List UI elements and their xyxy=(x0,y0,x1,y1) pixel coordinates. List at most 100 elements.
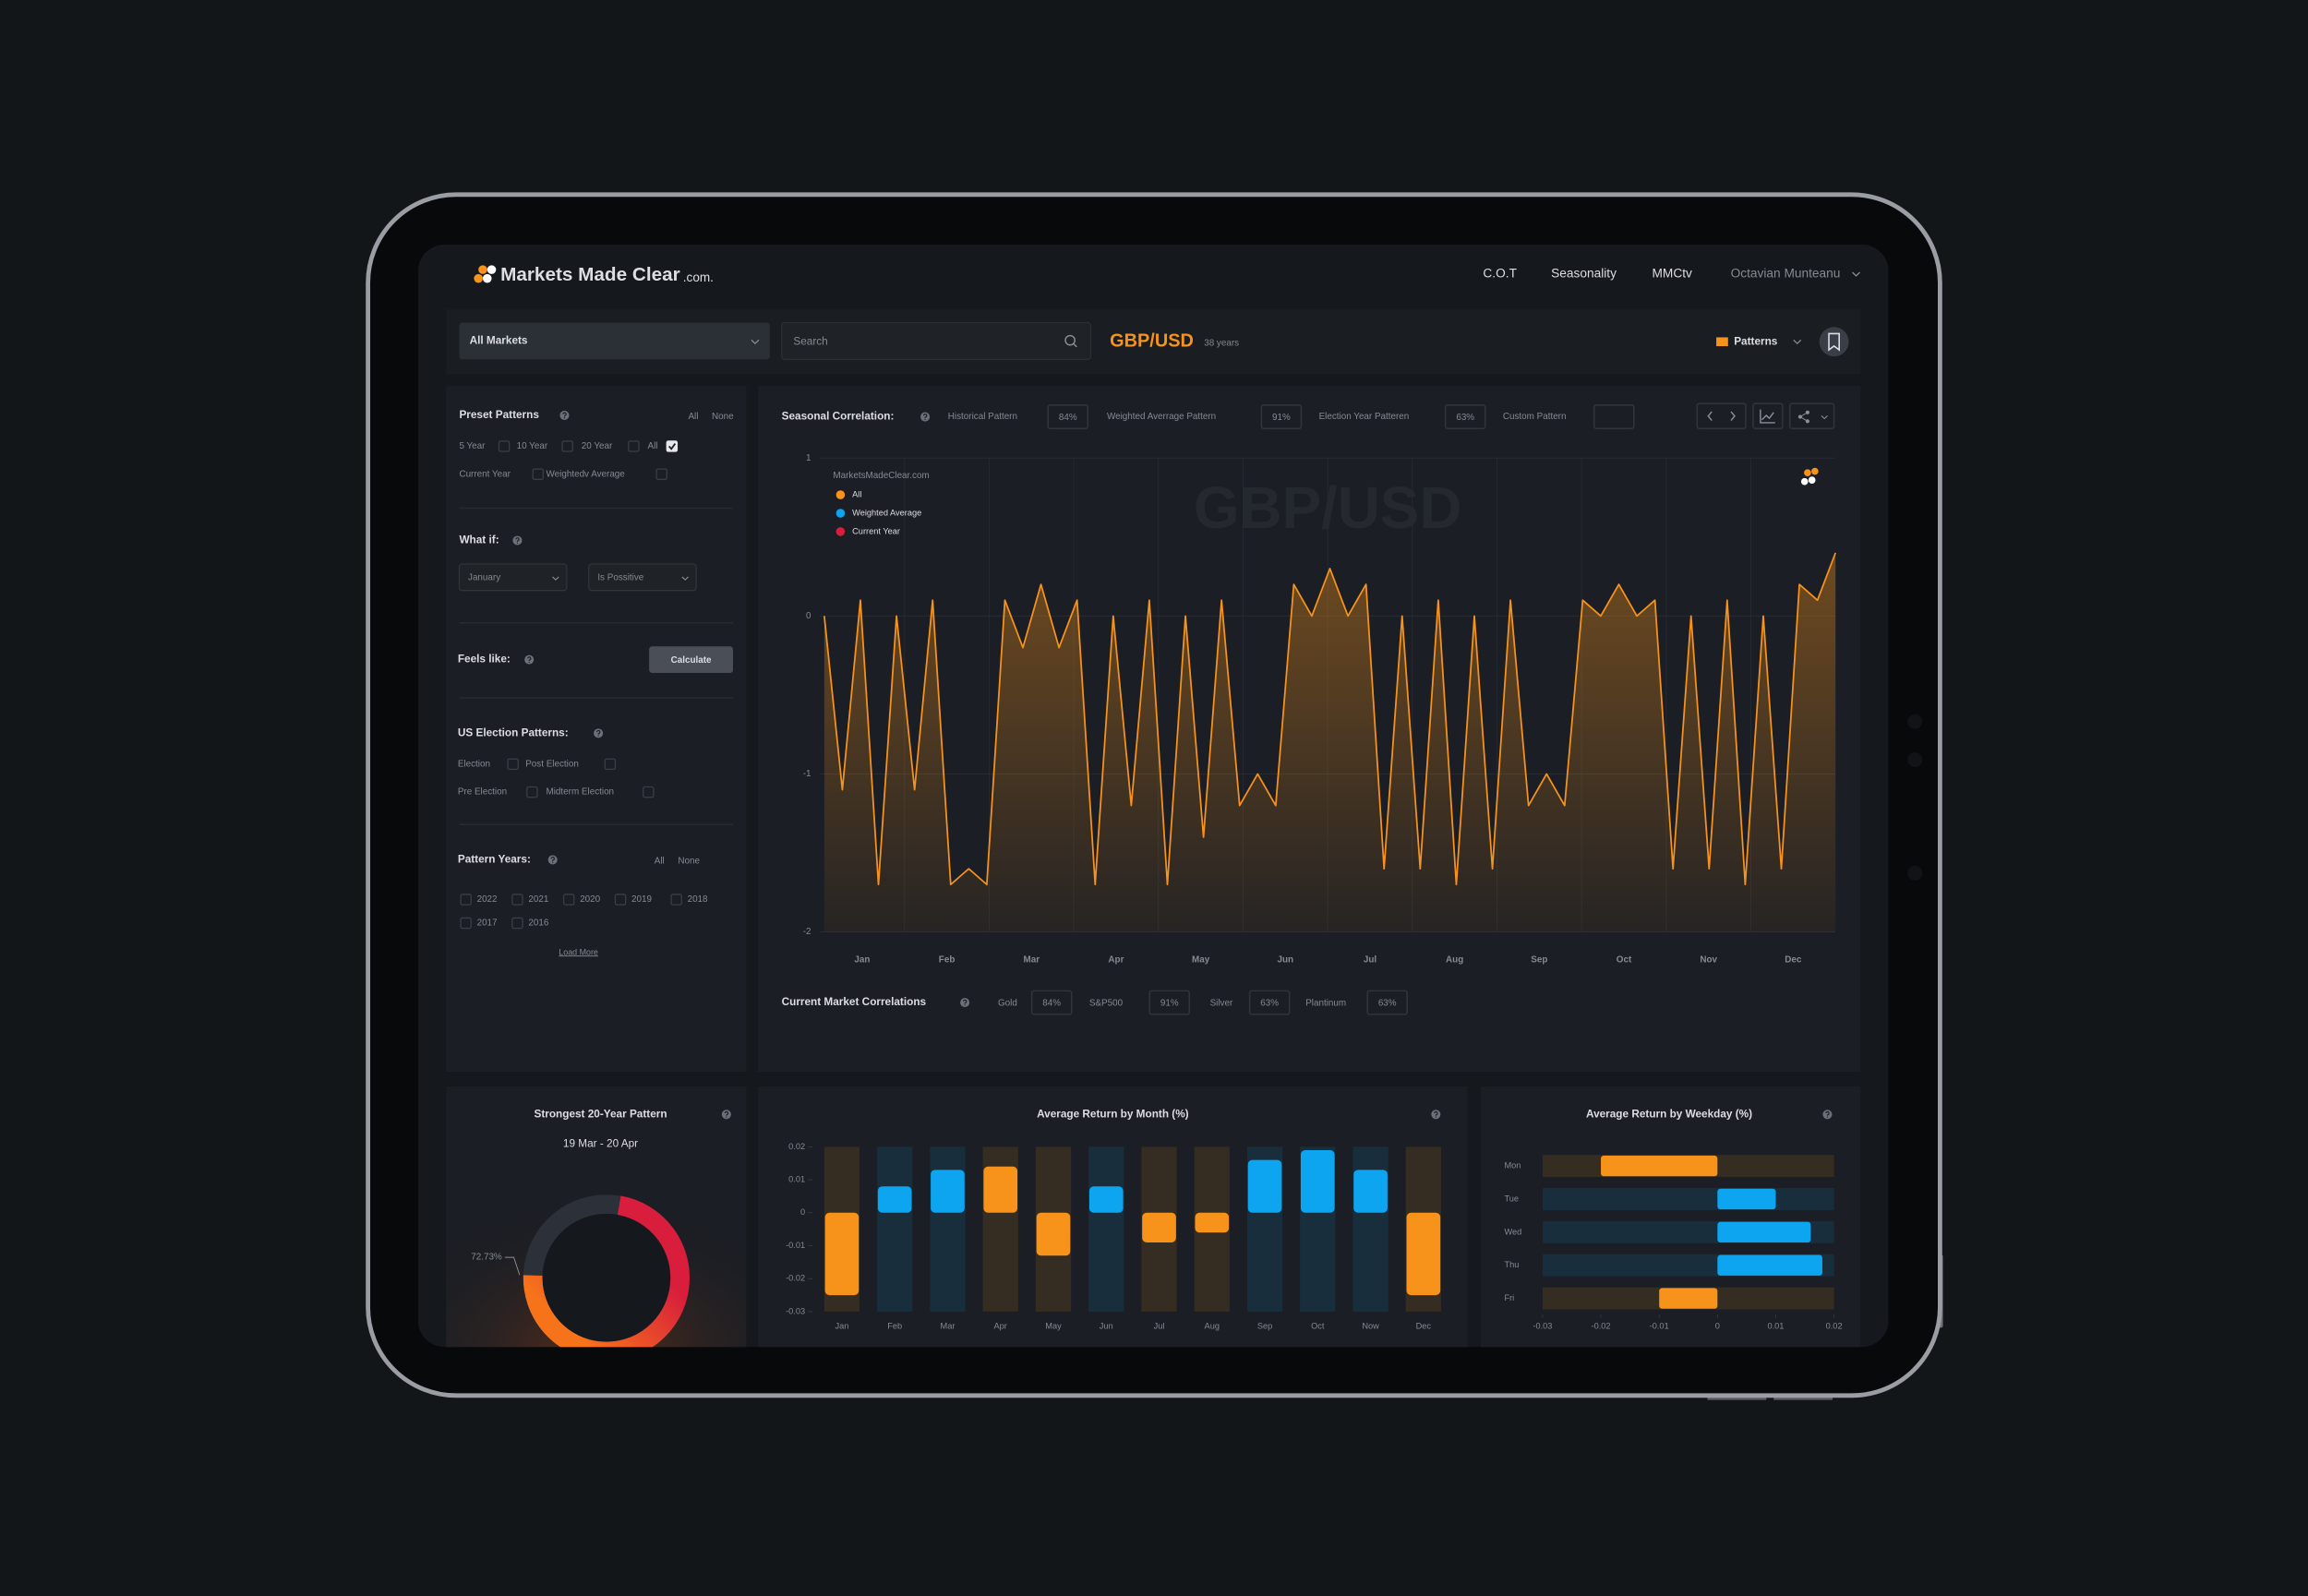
select-all[interactable]: All xyxy=(655,857,665,867)
bar xyxy=(1142,1212,1176,1242)
pattern-value: 84% xyxy=(1059,413,1077,423)
help-icon[interactable] xyxy=(721,1109,732,1120)
checkbox[interactable] xyxy=(666,440,679,452)
checkbox[interactable] xyxy=(532,468,544,480)
year-label: 2016 xyxy=(528,918,548,929)
checkbox[interactable] xyxy=(507,758,519,771)
pattern-value: 91% xyxy=(1272,413,1291,423)
y-tick-label: 0.02 xyxy=(788,1142,805,1151)
patterns-menu[interactable]: Patterns xyxy=(1734,335,1778,347)
pattern-name: Weighted Averrage Pattern xyxy=(1107,412,1216,422)
calculate-button[interactable] xyxy=(649,646,734,673)
checkbox[interactable] xyxy=(511,894,523,906)
load-more[interactable]: Load More xyxy=(559,947,598,956)
bar xyxy=(1195,1212,1230,1233)
checkbox[interactable] xyxy=(460,917,472,930)
option-label: Post Election xyxy=(525,759,579,769)
x-tick-label: Nov xyxy=(1700,954,1717,965)
legend-swatch xyxy=(835,509,846,518)
checkbox[interactable] xyxy=(614,894,627,906)
x-tick-label: 0.02 xyxy=(1826,1321,1843,1330)
option-label: Weightedv Average xyxy=(547,469,626,479)
logo-icon xyxy=(474,265,497,283)
help-icon[interactable] xyxy=(523,654,535,666)
leader-line xyxy=(504,1256,521,1276)
checkbox[interactable] xyxy=(498,440,511,452)
bookmark-button[interactable] xyxy=(1819,327,1849,357)
screen: Markets Made Clear .com. C.O.T Seasonali… xyxy=(417,245,1889,1348)
search-box[interactable] xyxy=(780,321,1092,361)
help-icon[interactable] xyxy=(559,410,571,421)
x-tick-label: Oct xyxy=(1617,954,1632,965)
checkbox[interactable] xyxy=(511,917,523,930)
select-none[interactable]: None xyxy=(678,857,700,867)
market-select[interactable] xyxy=(459,322,770,360)
option-label: Pre Election xyxy=(458,787,507,798)
pattern-name: Election Year Patteren xyxy=(1319,412,1410,422)
pattern-range: 19 Mar - 20 Apr xyxy=(563,1137,638,1149)
user-menu[interactable]: Octavian Munteanu xyxy=(1731,267,1841,281)
correlation-value: 63% xyxy=(1378,999,1397,1009)
x-tick-label: Dec xyxy=(1416,1321,1432,1330)
help-icon[interactable] xyxy=(920,411,931,423)
correlation-name: S&P500 xyxy=(1089,999,1124,1009)
x-tick-label: Mar xyxy=(941,1321,956,1330)
select-all[interactable]: All xyxy=(688,412,698,422)
bar-background xyxy=(877,1146,913,1312)
x-tick-label: Feb xyxy=(939,954,956,965)
y-tick-label: 0 xyxy=(800,1207,805,1217)
checkbox[interactable] xyxy=(628,440,640,452)
checkbox[interactable] xyxy=(526,786,538,798)
year-label: 2017 xyxy=(477,918,498,929)
monthly-panel xyxy=(758,1086,1468,1348)
help-icon[interactable] xyxy=(511,534,523,546)
x-tick-label: May xyxy=(1192,954,1210,965)
month-select[interactable] xyxy=(458,563,568,592)
section-title: Seasonal Correlation: xyxy=(782,411,895,423)
correlation-value-box xyxy=(1030,990,1073,1015)
bar xyxy=(1300,1149,1335,1213)
device-sensor xyxy=(1907,752,1923,768)
condition-select[interactable] xyxy=(588,563,697,592)
bar xyxy=(824,1212,859,1296)
nav-link[interactable]: Seasonality xyxy=(1551,267,1617,281)
y-tick-label: Fri xyxy=(1504,1293,1514,1302)
year-label: 2018 xyxy=(688,894,708,905)
correlation-name: Silver xyxy=(1210,999,1233,1009)
nav-link[interactable]: C.O.T xyxy=(1483,267,1517,281)
panel-title: Strongest 20-Year Pattern xyxy=(534,1108,667,1120)
pattern-value-box[interactable] xyxy=(1593,404,1635,430)
help-icon[interactable] xyxy=(959,997,970,1008)
checkbox[interactable] xyxy=(563,894,575,906)
help-icon[interactable] xyxy=(1430,1109,1441,1120)
x-tick-label: Jan xyxy=(854,954,870,965)
device-sensor xyxy=(1907,865,1923,881)
checkbox[interactable] xyxy=(561,440,573,452)
checkbox[interactable] xyxy=(670,894,682,906)
bar xyxy=(1717,1188,1776,1210)
bar xyxy=(877,1186,912,1213)
checkbox[interactable] xyxy=(643,786,655,798)
patterns-icon xyxy=(1716,337,1728,347)
nav-link[interactable]: MMCtv xyxy=(1653,267,1693,281)
legend-label: Current Year xyxy=(852,526,900,535)
condition-select-label: Is Possitive xyxy=(597,573,643,583)
checkbox[interactable] xyxy=(604,758,617,771)
bar xyxy=(1088,1186,1124,1213)
donut-label: 72.73% xyxy=(471,1253,502,1263)
help-icon[interactable] xyxy=(593,727,604,738)
bar xyxy=(1601,1155,1718,1177)
correlation-value-box xyxy=(1248,990,1291,1015)
bar xyxy=(1406,1212,1441,1296)
help-icon[interactable] xyxy=(1821,1109,1833,1120)
pattern-value-box xyxy=(1047,404,1089,430)
checkbox[interactable] xyxy=(655,468,667,480)
legend-label: All xyxy=(852,489,861,498)
logo: Markets Made Clear xyxy=(500,264,680,285)
option-label: Current Year xyxy=(459,469,511,479)
checkbox[interactable] xyxy=(460,894,472,906)
select-none[interactable]: None xyxy=(712,412,734,422)
help-icon[interactable] xyxy=(547,854,559,866)
x-tick-label: -0.03 xyxy=(1533,1321,1552,1330)
y-tick-label: -0.03 xyxy=(786,1306,805,1315)
